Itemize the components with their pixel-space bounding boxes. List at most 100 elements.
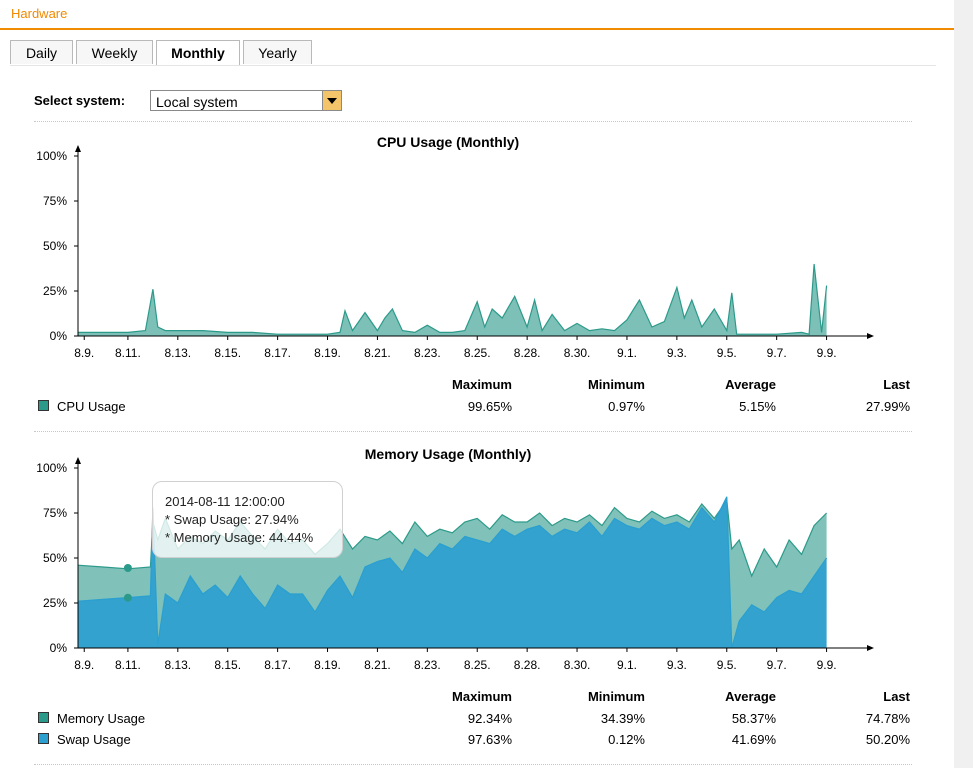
x-axis-arrow [867, 645, 874, 651]
tab-yearly[interactable]: Yearly [243, 40, 312, 64]
x-tick-label: 8.28. [514, 658, 541, 672]
stat-header-avg: Average [725, 689, 776, 704]
memory-min-value: 34.39% [600, 711, 645, 726]
x-tick-label: 8.23. [414, 658, 441, 672]
y-tick-label: 50% [43, 239, 67, 253]
x-tick-label: 9.1. [617, 346, 637, 360]
x-tick-label: 8.25. [464, 346, 491, 360]
x-tick-label: 8.28. [514, 346, 541, 360]
x-tick-label: 9.9. [817, 346, 837, 360]
hover-marker [123, 593, 132, 602]
x-tick-label: 8.23. [414, 346, 441, 360]
x-tick-label: 9.5. [717, 658, 737, 672]
y-tick-label: 100% [36, 149, 67, 163]
x-tick-label: 9.3. [667, 658, 687, 672]
x-tick-label: 9.5. [717, 346, 737, 360]
x-axis-arrow [867, 333, 874, 339]
x-tick-label: 9.7. [767, 346, 787, 360]
y-tick-label: 75% [43, 506, 67, 520]
chart-title: CPU Usage (Monthly) [377, 134, 519, 150]
x-tick-label: 8.19. [314, 346, 341, 360]
select-system-label: Select system: [34, 93, 126, 108]
tooltip-memory: * Memory Usage: 44.44% [165, 530, 314, 545]
tab-weekly[interactable]: Weekly [76, 40, 153, 64]
cpu-min-value: 0.97% [608, 399, 645, 414]
system-select-value: Local system [156, 94, 238, 110]
x-tick-label: 8.17. [264, 346, 291, 360]
section-header: Hardware [0, 0, 954, 30]
swap-min-value: 0.12% [608, 732, 645, 747]
x-tick-label: 8.30. [564, 346, 591, 360]
y-tick-label: 0% [50, 641, 68, 655]
stat-header-last: Last [883, 377, 910, 392]
x-tick-label: 9.1. [617, 658, 637, 672]
x-tick-label: 8.25. [464, 658, 491, 672]
memory-last-value: 74.78% [865, 711, 910, 726]
system-select[interactable]: Local system [150, 90, 342, 111]
legend-swatch-cpu [38, 400, 49, 411]
legend-label-memory: Memory Usage [57, 711, 146, 726]
legend-label-cpu: CPU Usage [57, 399, 126, 414]
series-line-1 [77, 496, 828, 649]
x-tick-label: 9.7. [767, 658, 787, 672]
stat-header-min: Minimum [587, 689, 645, 704]
legend-label-swap: Swap Usage [57, 732, 131, 747]
x-tick-label: 8.19. [314, 658, 341, 672]
divider [34, 431, 912, 432]
swap-max-value: 97.63% [467, 732, 512, 747]
y-axis-arrow [75, 457, 81, 464]
tooltip-date: 2014-08-11 12:00:00 [165, 494, 285, 509]
divider [34, 121, 912, 122]
y-tick-label: 50% [43, 551, 67, 565]
cpu-avg-value: 5.15% [739, 399, 776, 414]
x-tick-label: 8.13. [164, 658, 191, 672]
memory-usage-chart: Memory Usage (Monthly) 100% 75% 50% 25% 0% 8… [36, 446, 874, 672]
x-tick-label: 8.21. [364, 658, 391, 672]
x-tick-label: 8.9. [74, 346, 94, 360]
tooltip-swap: * Swap Usage: 27.94% [165, 512, 299, 527]
cpu-last-value: 27.99% [865, 399, 910, 414]
divider [34, 764, 912, 765]
stat-header-max: Maximum [452, 377, 512, 392]
y-tick-label: 25% [43, 596, 67, 610]
chart-tooltip: 2014-08-11 12:00:00 * Swap Usage: 27.94%… [152, 481, 343, 558]
x-tick-label: 8.17. [264, 658, 291, 672]
legend-swatch-swap [38, 733, 49, 744]
x-tick-label: 8.15. [214, 346, 241, 360]
x-tick-label: 8.11. [115, 658, 141, 672]
cpu-usage-chart: CPU Usage (Monthly) 100% 75% 50% 25% 0% 8.9.… [36, 134, 874, 360]
tab-monthly[interactable]: Monthly [156, 40, 240, 66]
y-axis-arrow [75, 145, 81, 152]
y-tick-label: 75% [43, 194, 67, 208]
stat-header-max: Maximum [452, 689, 512, 704]
stat-header-last: Last [883, 689, 910, 704]
memory-avg-value: 58.37% [731, 711, 776, 726]
cpu-max-value: 99.65% [467, 399, 512, 414]
legend-swatch-memory [38, 712, 49, 723]
stat-header-avg: Average [725, 377, 776, 392]
x-tick-label: 8.21. [364, 346, 391, 360]
swap-last-value: 50.20% [865, 732, 910, 747]
tab-divider [10, 65, 936, 66]
stat-header-min: Minimum [587, 377, 645, 392]
x-tick-label: 8.13. [164, 346, 191, 360]
series-area-1 [78, 496, 827, 648]
x-tick-label: 8.30. [564, 658, 591, 672]
x-tick-label: 9.9. [817, 658, 837, 672]
x-tick-label: 9.3. [667, 346, 687, 360]
x-tick-label: 8.9. [74, 658, 94, 672]
section-title: Hardware [11, 6, 68, 21]
page-scrollbar[interactable] [954, 0, 973, 768]
swap-avg-value: 41.69% [731, 732, 776, 747]
series-area-0 [78, 264, 827, 336]
hover-marker [123, 564, 132, 573]
chevron-down-icon[interactable] [322, 91, 341, 110]
y-tick-label: 0% [50, 329, 68, 343]
series-line-0 [78, 263, 828, 335]
y-tick-label: 25% [43, 284, 67, 298]
x-tick-label: 8.15. [214, 658, 241, 672]
x-tick-label: 8.11. [115, 346, 141, 360]
tab-daily[interactable]: Daily [10, 40, 73, 64]
y-tick-label: 100% [36, 461, 67, 475]
chart-title: Memory Usage (Monthly) [365, 446, 531, 462]
